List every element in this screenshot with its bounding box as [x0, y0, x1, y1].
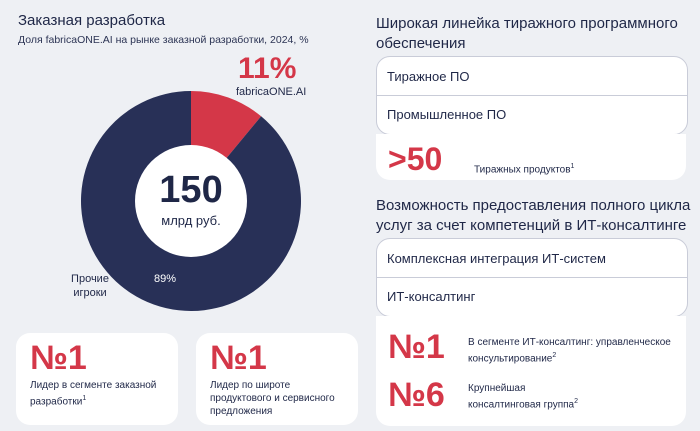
consulting-stats: №1 В сегменте ИТ-консалтинг: управленчес… — [376, 316, 686, 426]
card-rank: №1 — [210, 339, 267, 377]
others-percent: 89% — [154, 273, 177, 285]
service-item: ИТ-консалтинг — [377, 277, 687, 315]
right-bottom-title: Возможность предоставления полного цикла… — [376, 197, 691, 234]
card-leader-custom-dev: №1 Лидер в сегменте заказной разработки1 — [16, 333, 178, 425]
left-subtitle: Доля fabricaONE.AI на рынке заказной раз… — [18, 34, 309, 46]
services-list: Комплексная интеграция ИТ-систем ИТ-конс… — [376, 238, 688, 317]
card-rank: №1 — [30, 339, 87, 377]
software-item: Промышленное ПО — [377, 95, 687, 133]
card-text: Лидер по широте продуктового и сервисног… — [210, 380, 335, 417]
consulting-group-text: Крупнейшая консалтинговая группа2 — [468, 383, 578, 411]
center-value: 150 — [159, 169, 223, 211]
products-stat: >50 Тиражных продуктов1 — [376, 134, 686, 180]
highlight-name: fabricaONE.AI — [236, 86, 307, 98]
donut-hole — [135, 145, 247, 257]
center-unit: млрд руб. — [161, 213, 221, 228]
software-item: Тиражное ПО — [387, 68, 470, 84]
card-leader-breadth: №1 Лидер по широте продуктового и сервис… — [196, 333, 358, 425]
consulting-group-rank: №6 — [388, 376, 445, 414]
others-label: Прочие игроки — [71, 273, 109, 299]
card-text: Лидер в сегменте заказной разработки1 — [30, 380, 157, 408]
highlight-percent: 11% — [238, 52, 297, 85]
software-list: Тиражное ПО Промышленное ПО — [376, 56, 688, 135]
service-item: Комплексная интеграция ИТ-систем — [387, 250, 606, 266]
products-label: Тиражных продуктов1 — [474, 163, 575, 176]
left-title: Заказная разработка — [18, 12, 166, 29]
products-count: >50 — [388, 141, 443, 177]
consulting-rank-text: В сегменте ИТ-консалтинг: управленческое… — [468, 337, 671, 365]
consulting-rank: №1 — [388, 328, 445, 366]
right-top-title: Широкая линейка тиражного программного о… — [376, 15, 678, 52]
donut-chart — [80, 91, 301, 311]
